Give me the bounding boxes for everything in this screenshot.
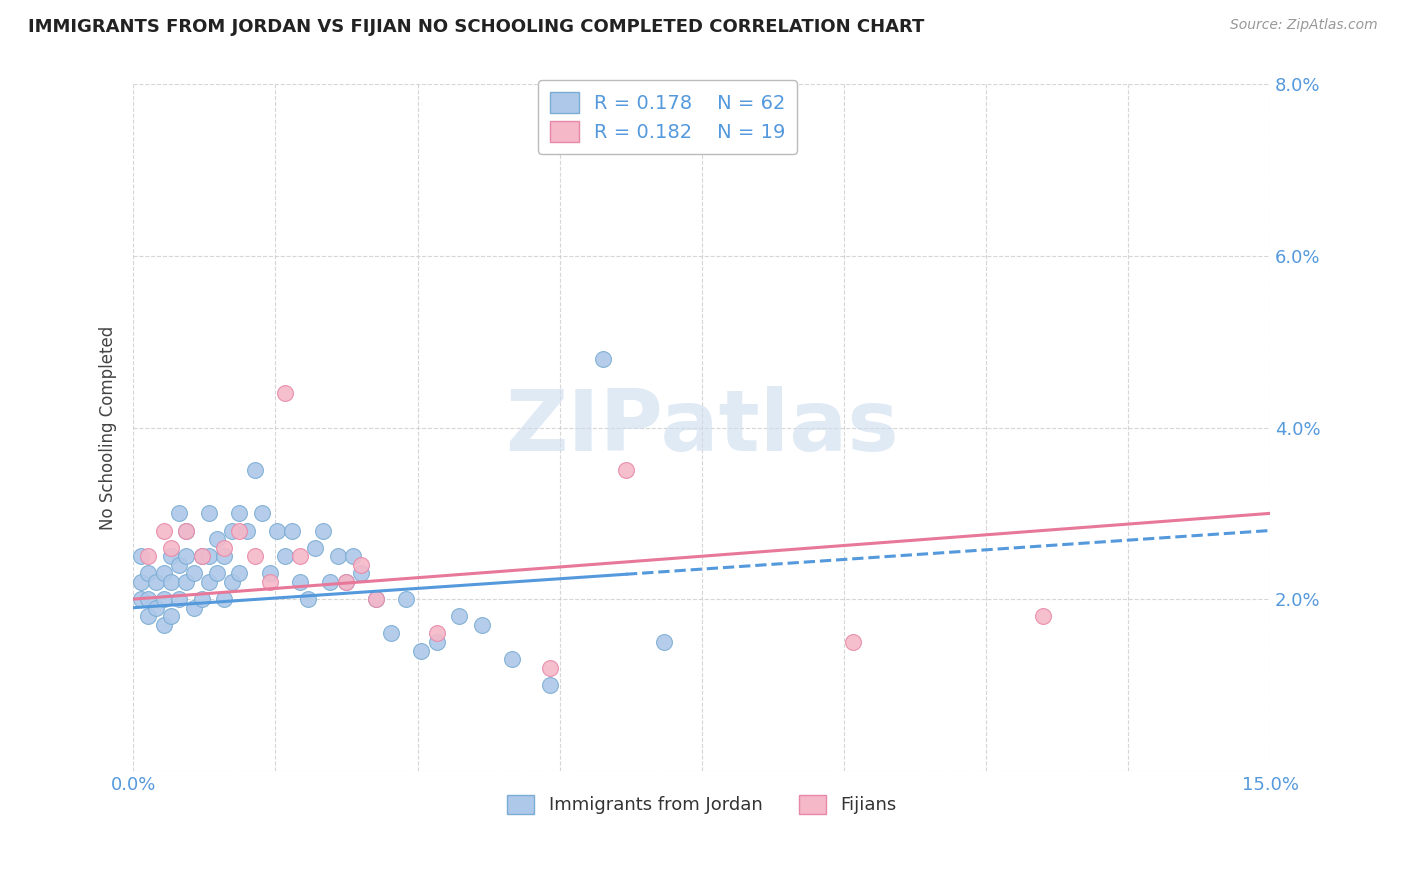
- Point: [152, 524, 174, 538]
- Point: [167, 592, 190, 607]
- Y-axis label: No Schooling Completed: No Schooling Completed: [100, 326, 117, 530]
- Point: [183, 600, 205, 615]
- Point: [319, 574, 342, 589]
- Point: [335, 574, 357, 589]
- Text: ZIPatlas: ZIPatlas: [505, 386, 898, 469]
- Point: [176, 549, 198, 564]
- Point: [221, 524, 243, 538]
- Point: [842, 635, 865, 649]
- Point: [501, 652, 523, 666]
- Point: [288, 549, 311, 564]
- Point: [335, 574, 357, 589]
- Point: [350, 566, 373, 581]
- Point: [592, 351, 614, 366]
- Point: [449, 609, 471, 624]
- Point: [129, 592, 152, 607]
- Point: [259, 566, 281, 581]
- Point: [160, 549, 183, 564]
- Point: [198, 507, 221, 521]
- Point: [250, 507, 273, 521]
- Point: [152, 566, 174, 581]
- Point: [152, 592, 174, 607]
- Point: [214, 592, 236, 607]
- Point: [190, 549, 212, 564]
- Point: [160, 574, 183, 589]
- Point: [176, 524, 198, 538]
- Point: [160, 541, 183, 555]
- Point: [198, 574, 221, 589]
- Point: [228, 507, 250, 521]
- Point: [145, 600, 167, 615]
- Point: [1032, 609, 1054, 624]
- Point: [129, 574, 152, 589]
- Point: [274, 549, 297, 564]
- Point: [138, 566, 160, 581]
- Point: [190, 549, 212, 564]
- Point: [538, 661, 561, 675]
- Point: [364, 592, 387, 607]
- Point: [167, 507, 190, 521]
- Point: [425, 626, 447, 640]
- Point: [471, 618, 494, 632]
- Point: [214, 541, 236, 555]
- Point: [138, 609, 160, 624]
- Point: [395, 592, 418, 607]
- Point: [326, 549, 349, 564]
- Point: [228, 566, 250, 581]
- Text: IMMIGRANTS FROM JORDAN VS FIJIAN NO SCHOOLING COMPLETED CORRELATION CHART: IMMIGRANTS FROM JORDAN VS FIJIAN NO SCHO…: [28, 18, 925, 36]
- Point: [228, 524, 250, 538]
- Point: [266, 524, 288, 538]
- Point: [652, 635, 675, 649]
- Point: [160, 609, 183, 624]
- Point: [425, 635, 447, 649]
- Point: [214, 549, 236, 564]
- Point: [304, 541, 326, 555]
- Point: [350, 558, 373, 572]
- Point: [243, 463, 266, 477]
- Point: [183, 566, 205, 581]
- Point: [152, 618, 174, 632]
- Point: [297, 592, 319, 607]
- Text: Source: ZipAtlas.com: Source: ZipAtlas.com: [1230, 18, 1378, 32]
- Point: [138, 592, 160, 607]
- Point: [129, 549, 152, 564]
- Point: [342, 549, 364, 564]
- Point: [167, 558, 190, 572]
- Point: [145, 574, 167, 589]
- Point: [364, 592, 387, 607]
- Point: [380, 626, 402, 640]
- Point: [176, 574, 198, 589]
- Point: [205, 532, 228, 546]
- Point: [259, 574, 281, 589]
- Point: [176, 524, 198, 538]
- Point: [312, 524, 335, 538]
- Point: [205, 566, 228, 581]
- Legend: Immigrants from Jordan, Fijians: Immigrants from Jordan, Fijians: [498, 786, 905, 823]
- Point: [198, 549, 221, 564]
- Point: [614, 463, 637, 477]
- Point: [243, 549, 266, 564]
- Point: [281, 524, 304, 538]
- Point: [411, 643, 433, 657]
- Point: [221, 574, 243, 589]
- Point: [274, 386, 297, 401]
- Point: [538, 678, 561, 692]
- Point: [190, 592, 212, 607]
- Point: [138, 549, 160, 564]
- Point: [236, 524, 259, 538]
- Point: [288, 574, 311, 589]
